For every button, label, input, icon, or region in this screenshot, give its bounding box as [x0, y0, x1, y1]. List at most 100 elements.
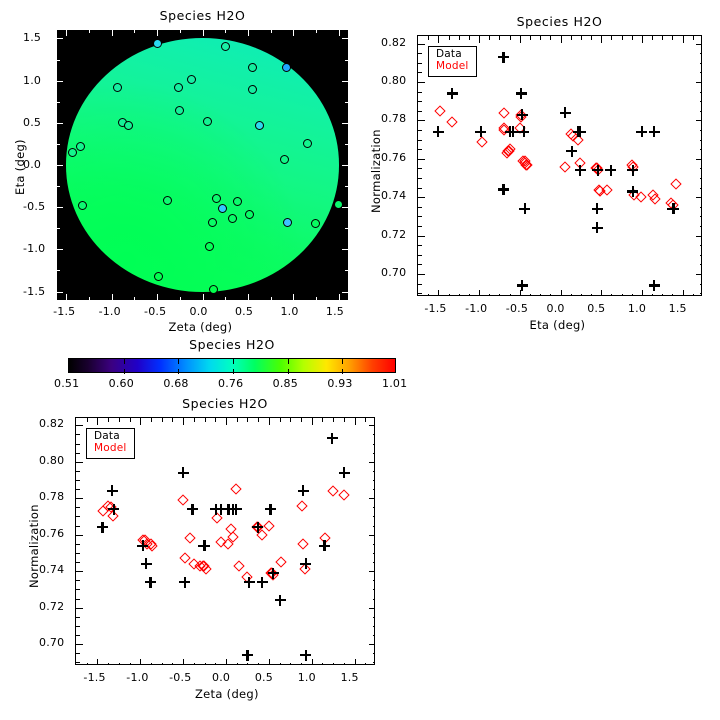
model-point-marker — [434, 105, 446, 117]
x-minor-tick — [540, 36, 542, 40]
image-map-y-tick-label: 0.0 — [23, 158, 42, 171]
x-minor-tick — [226, 662, 227, 664]
colorbar-tick-label: 0.85 — [272, 377, 298, 390]
y-minor-tick — [76, 525, 80, 527]
species-data-point — [205, 241, 215, 251]
y-minor-tick — [699, 197, 701, 199]
y-minor-tick — [418, 273, 422, 275]
colorbar-tick — [123, 359, 125, 364]
species-data-point — [310, 218, 320, 228]
y-tick — [696, 120, 701, 122]
x-minor-tick — [479, 36, 481, 40]
zeta-legend-data-label: Data — [94, 430, 120, 442]
data-point-marker — [648, 126, 660, 138]
zeta_panel-x-tick-label: 1.0 — [297, 671, 316, 684]
y-minor-tick — [76, 607, 80, 609]
x-minor-tick — [179, 30, 181, 33]
y-minor-tick — [372, 461, 374, 463]
x-minor-tick — [580, 293, 582, 295]
data-point-marker — [187, 503, 199, 515]
x-minor-tick — [202, 297, 204, 300]
y-tick — [76, 571, 83, 573]
y-minor-tick — [372, 552, 374, 554]
y-minor-tick — [372, 534, 374, 536]
x-minor-tick — [468, 293, 470, 295]
x-tick — [111, 30, 113, 36]
x-minor-tick — [270, 297, 272, 300]
y-minor-tick — [699, 120, 701, 122]
y-minor-tick — [76, 635, 80, 636]
zeta_panel-x-tick-label: -1.5 — [83, 671, 106, 684]
y-minor-tick — [418, 43, 422, 45]
y-minor-tick — [418, 293, 422, 295]
zeta_panel-y-tick-label: 0.72 — [39, 599, 65, 613]
data-point-marker — [648, 279, 660, 291]
y-minor-tick — [418, 101, 422, 103]
x-minor-tick — [129, 418, 131, 422]
species-data-point — [248, 84, 258, 94]
y-minor-tick — [418, 91, 422, 93]
y-minor-tick — [699, 158, 701, 160]
x-minor-tick — [86, 662, 88, 664]
x-minor-tick — [66, 30, 68, 33]
x-minor-tick — [499, 36, 501, 40]
x-minor-tick — [570, 293, 572, 295]
x-minor-tick — [529, 36, 531, 40]
x-tick — [311, 418, 313, 425]
y-tick — [696, 43, 701, 45]
y-tick — [418, 158, 425, 160]
y-tick — [76, 498, 83, 500]
x-minor-tick — [338, 297, 340, 300]
x-tick — [293, 30, 295, 36]
image-map-y-tick-label: 1.5 — [23, 31, 42, 45]
model-point-marker — [446, 116, 458, 129]
x-minor-tick — [509, 293, 511, 295]
x-tick — [338, 30, 340, 36]
model-point-marker — [318, 532, 331, 545]
x-minor-tick — [225, 297, 227, 300]
colorbar-tick-label: 0.68 — [163, 377, 189, 390]
colorbar-title: Species H2O — [189, 337, 275, 352]
x-minor-tick — [591, 293, 593, 295]
y-tick — [369, 607, 374, 609]
model-point-marker — [184, 532, 196, 545]
y-minor-tick — [76, 516, 80, 518]
image-map-xlabel: Zeta (deg) — [168, 320, 233, 334]
y-minor-tick — [372, 489, 374, 491]
y-minor-tick — [76, 571, 80, 573]
y-minor-tick — [699, 168, 701, 170]
y-minor-tick — [76, 653, 80, 655]
colorbar-tick — [287, 369, 289, 374]
species-data-point — [228, 213, 237, 223]
y-tick — [418, 43, 425, 45]
x-minor-tick — [236, 418, 238, 422]
y-minor-tick — [699, 72, 701, 74]
x-minor-tick — [509, 36, 511, 40]
x-tick — [641, 290, 643, 295]
x-minor-tick — [97, 662, 99, 664]
y-tick — [696, 197, 701, 199]
y-minor-tick — [418, 62, 422, 64]
x-minor-tick — [151, 418, 152, 422]
eta-scatter-panel: Species H2O Data Model Eta (deg) Normali… — [369, 0, 720, 340]
species-data-point — [77, 201, 87, 210]
y-minor-tick — [57, 143, 60, 145]
x-minor-tick — [108, 662, 110, 664]
x-minor-tick — [66, 297, 68, 300]
x-minor-tick — [438, 36, 440, 40]
data-point-marker — [223, 503, 235, 515]
y-minor-tick — [76, 589, 80, 591]
y-minor-tick — [57, 165, 60, 166]
y-minor-tick — [57, 228, 60, 230]
y-minor-tick — [76, 480, 80, 481]
zeta_panel-x-tick-label: -1.0 — [126, 671, 149, 684]
data-point-marker — [648, 279, 660, 291]
data-point-marker — [241, 649, 253, 661]
image-map-x-tick-label: 0.5 — [234, 305, 254, 318]
model-point-marker — [299, 563, 311, 576]
y-minor-tick — [699, 254, 701, 256]
y-tick — [57, 38, 63, 40]
species-data-point — [208, 284, 218, 294]
y-minor-tick — [345, 249, 348, 251]
y-minor-tick — [372, 571, 374, 573]
